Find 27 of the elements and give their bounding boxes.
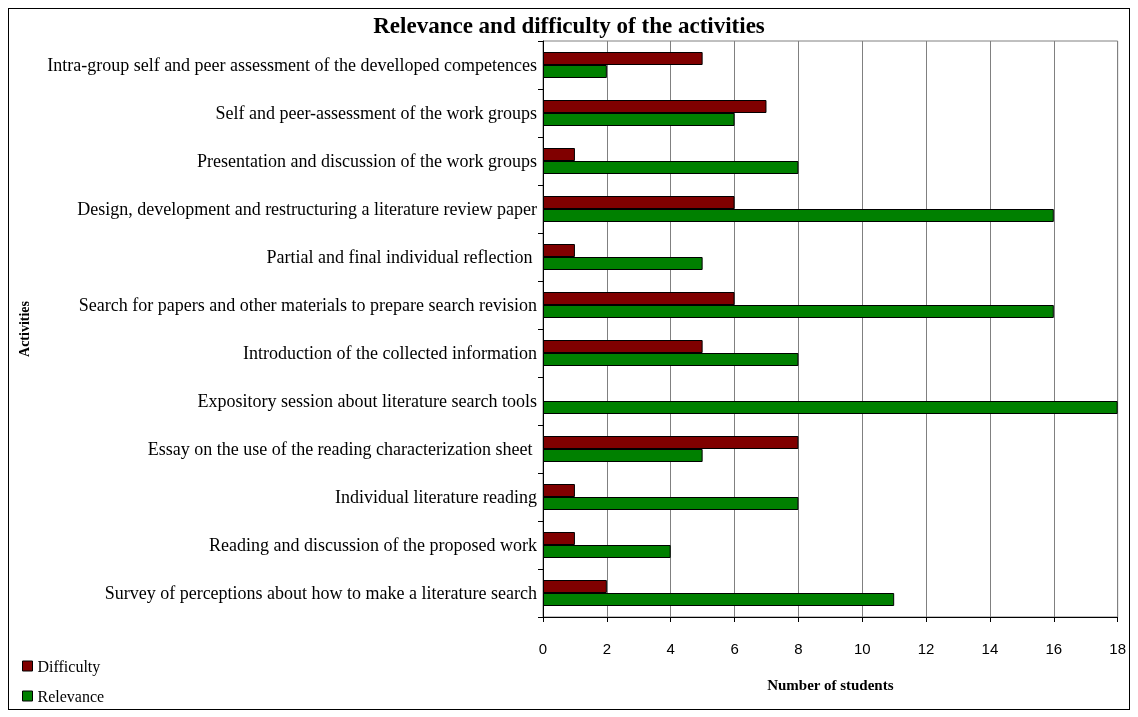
chart-title: Relevance and difficulty of the activities — [373, 13, 765, 38]
y-tick-label: Expository session about literature search tools — [197, 391, 537, 411]
x-tick-label: 10 — [853, 640, 871, 657]
y-tick-label: Reading and discussion of the proposed work — [209, 535, 537, 555]
y-tick-label: Essay on the use of the reading characterization sheet — [147, 439, 537, 459]
legend-label: Relevance — [37, 687, 105, 705]
y-tick-label: Search for papers and other materials to prepare search revision — [78, 295, 537, 315]
y-tick-label: Intra-group self and peer assessment of the develloped competences — [47, 55, 537, 75]
x-tick-label: 12 — [917, 640, 935, 657]
x-tick-label: 2 — [602, 640, 612, 657]
y-tick-label: Partial and final individual reflection — [266, 247, 537, 267]
x-tick-label: 6 — [730, 640, 739, 657]
y-tick-label: Presentation and discussion of the work groups — [197, 151, 537, 171]
y-axis-title: Activities — [16, 300, 32, 357]
y-tick-label: Self and peer-assessment of the work groups — [215, 103, 537, 123]
y-tick-label: Survey of perceptions about how to make a literature search — [104, 583, 537, 603]
y-tick-label: Introduction of the collected information — [243, 343, 537, 363]
x-tick-label: 4 — [666, 640, 675, 657]
y-tick-label: Design, development and restructuring a literature review paper — [77, 199, 537, 219]
x-axis-title: Number of students — [767, 676, 894, 693]
x-tick-label: 0 — [538, 640, 548, 657]
y-tick-label: Individual literature reading — [335, 487, 537, 507]
x-tick-label: 8 — [794, 640, 803, 657]
legend-label: Difficulty — [37, 657, 101, 676]
x-tick-label: 16 — [1045, 640, 1063, 657]
x-tick-label: 14 — [981, 640, 999, 657]
x-tick-label: 18 — [1109, 640, 1126, 657]
